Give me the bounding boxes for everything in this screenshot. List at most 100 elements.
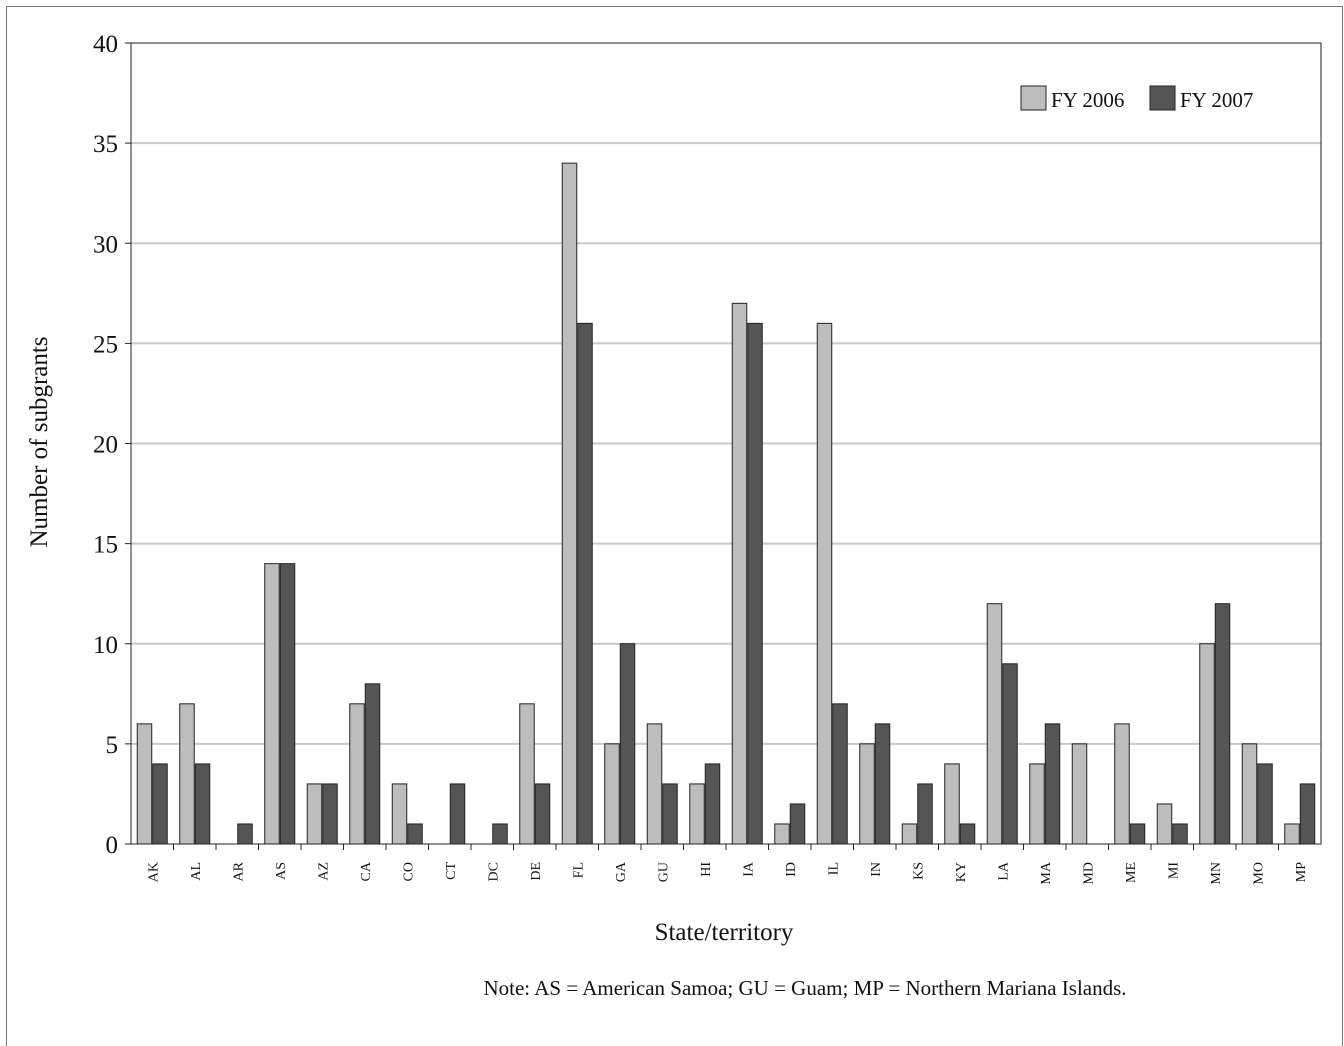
bar-fy2006-ma <box>1029 763 1045 845</box>
bar-fy2006-co <box>391 783 408 845</box>
bar-fy2006-md <box>1071 743 1088 845</box>
y-axis-label: Number of subgrants <box>26 336 53 547</box>
bar-fy2007-ar <box>237 823 253 845</box>
x-tick-label-me: ME <box>1124 862 1139 883</box>
x-tick-label-ar: AR <box>231 861 246 881</box>
bar-fy2006-al <box>179 703 195 845</box>
x-tick-label-ga: GA <box>614 861 629 882</box>
x-tick-label-gu: GU <box>656 862 671 882</box>
footnote: Note: AS = American Samoa; GU = Guam; MP… <box>483 976 1127 1000</box>
y-tick-label: 30 <box>93 231 118 258</box>
y-tick-label: 35 <box>93 131 118 158</box>
x-tick-label-in: IN <box>869 862 884 877</box>
bar-fy2006-il <box>816 322 833 845</box>
bar-fy2006-mi <box>1156 803 1173 845</box>
bar-fy2007-ia <box>747 322 763 845</box>
bar-fy2006-as <box>264 563 280 845</box>
y-tick-label: 10 <box>93 632 118 659</box>
bar-fy2006-hi <box>689 783 705 845</box>
legend-label-fy2006: FY 2006 <box>1051 88 1124 112</box>
x-tick-label-id: ID <box>784 862 799 877</box>
bar-fy2007-gu <box>662 783 678 845</box>
bar-fy2006-la <box>986 603 1003 845</box>
bar-fy2007-de <box>534 783 551 845</box>
bar-fy2007-co <box>407 823 423 845</box>
y-tick-label: 40 <box>93 31 118 58</box>
x-tick-label-mp: MP <box>1294 862 1309 882</box>
x-tick-label-la: LA <box>996 861 1011 881</box>
x-tick-label-il: IL <box>826 862 841 875</box>
x-tick-label-dc: DC <box>486 862 501 881</box>
bar-fy2007-ks <box>917 783 933 845</box>
bar-fy2007-ak <box>152 763 168 845</box>
x-tick-label-mi: MI <box>1166 862 1181 879</box>
bar-fy2007-ga <box>619 643 636 845</box>
bar-fy2006-mo <box>1241 743 1258 845</box>
bar-fy2007-az <box>322 783 338 845</box>
x-tick-label-al: AL <box>189 862 204 881</box>
bar-fy2007-dc <box>492 823 508 845</box>
y-tick-label: 0 <box>106 832 119 859</box>
bar-fy2007-mi <box>1172 823 1188 845</box>
x-tick-label-as: AS <box>274 862 289 880</box>
bar-fy2007-il <box>832 703 848 845</box>
bar-fy2006-mn <box>1199 643 1215 845</box>
x-tick-label-ct: CT <box>444 862 459 880</box>
bar-fy2007-id <box>789 803 806 845</box>
bar-fy2006-fl <box>561 162 578 845</box>
bars <box>136 162 1316 845</box>
legend-label-fy2007: FY 2007 <box>1180 88 1253 112</box>
x-tick-label-ca: CA <box>359 861 374 881</box>
x-tick-label-hi: HI <box>699 862 714 877</box>
x-tick-label-ks: KS <box>911 862 926 880</box>
bar-fy2006-mp <box>1284 823 1300 845</box>
x-axis-label: State/territory <box>655 919 794 946</box>
bar-fy2007-mo <box>1257 763 1273 845</box>
x-axis-ticks: AK AL AR AS AZ CA CO CT DC DE FL GA GU HI IA ID IL IN KS KY… <box>146 844 1309 885</box>
x-tick-label-ky: KY <box>954 862 969 882</box>
bar-fy2006-ga <box>604 743 620 845</box>
x-tick-label-ak: AK <box>146 862 161 882</box>
x-tick-label-co: CO <box>401 862 416 881</box>
bar-fy2007-ct <box>449 783 466 845</box>
y-axis-ticks: 0 5 10 15 20 25 30 35 40 <box>93 31 131 859</box>
bar-fy2007-la <box>1002 663 1018 845</box>
x-tick-label-az: AZ <box>316 862 331 881</box>
bar-fy2007-me <box>1129 823 1146 845</box>
bar-fy2007-mn <box>1214 603 1231 845</box>
gridlines <box>131 142 1321 745</box>
x-tick-label-ia: IA <box>741 861 756 877</box>
bar-fy2006-az <box>306 783 323 845</box>
x-tick-label-ma: MA <box>1039 861 1054 884</box>
bar-fy2006-ca <box>349 703 365 845</box>
x-tick-label-mn: MN <box>1209 862 1224 885</box>
bar-fy2006-gu <box>646 723 663 845</box>
figure-frame <box>6 6 1343 1046</box>
bar-fy2007-ma <box>1044 723 1061 845</box>
x-tick-label-mo: MO <box>1251 862 1266 885</box>
bar-fy2006-ak <box>136 723 153 845</box>
bar-fy2006-in <box>859 743 875 845</box>
x-tick-label-fl: FL <box>571 862 586 878</box>
bar-fy2007-hi <box>704 763 721 845</box>
bar-fy2006-ky <box>944 763 960 845</box>
bar-fy2007-fl <box>577 322 593 845</box>
bar-fy2007-mp <box>1299 783 1316 845</box>
bar-fy2006-ia <box>731 302 748 845</box>
legend-swatch-fy2006 <box>1020 85 1047 111</box>
bar-fy2007-in <box>874 723 891 845</box>
bar-fy2007-ky <box>959 823 976 845</box>
x-tick-label-de: DE <box>529 862 544 881</box>
y-tick-label: 15 <box>93 532 118 559</box>
legend: FY 2006 FY 2007 <box>1020 85 1253 112</box>
bar-fy2007-ca <box>364 683 381 845</box>
bar-fy2007-as <box>279 563 296 845</box>
bar-fy2006-de <box>519 703 535 845</box>
y-tick-label: 20 <box>93 432 118 459</box>
legend-swatch-fy2007 <box>1149 85 1176 111</box>
x-tick-label-md: MD <box>1081 862 1096 885</box>
y-tick-label: 25 <box>93 331 118 358</box>
bar-fy2006-id <box>774 823 790 845</box>
y-tick-label: 5 <box>106 732 119 759</box>
bar-fy2006-ks <box>901 823 918 845</box>
